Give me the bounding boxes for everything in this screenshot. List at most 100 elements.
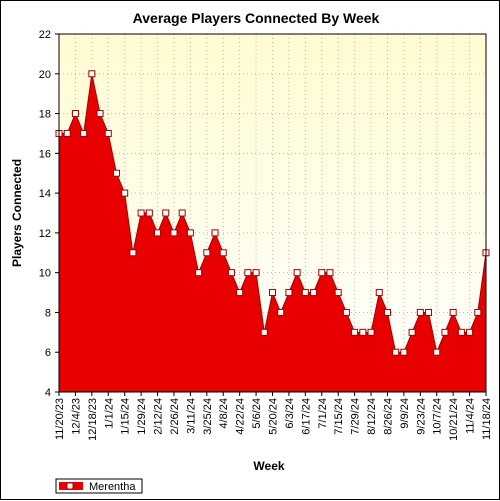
x-tick-label: 1/15/24 bbox=[120, 398, 132, 435]
x-tick-label: 3/25/24 bbox=[202, 398, 214, 435]
y-tick-label: 4 bbox=[45, 387, 51, 399]
data-point bbox=[129, 249, 137, 257]
y-axis-ticks: 4 6 8 10 12 14 16 18 20 22 bbox=[39, 29, 59, 399]
y-tick-label: 22 bbox=[39, 29, 51, 41]
data-point bbox=[301, 289, 309, 297]
data-point bbox=[293, 269, 301, 277]
data-point bbox=[112, 169, 120, 177]
x-tick-label: 5/20/24 bbox=[268, 398, 280, 435]
data-point bbox=[375, 289, 383, 297]
x-tick-label: 12/4/23 bbox=[70, 398, 82, 435]
data-point bbox=[203, 249, 211, 257]
data-point bbox=[416, 308, 424, 316]
x-tick-label: 3/11/24 bbox=[185, 398, 197, 434]
x-tick-label: 1/29/24 bbox=[136, 398, 148, 435]
data-point bbox=[367, 328, 375, 336]
data-point bbox=[285, 289, 293, 297]
data-point bbox=[71, 110, 79, 118]
data-point bbox=[392, 348, 400, 356]
x-tick-label: 1/1/24 bbox=[103, 398, 115, 429]
y-tick-label: 18 bbox=[39, 109, 51, 121]
x-tick-label: 11/4/24 bbox=[465, 398, 477, 434]
data-point bbox=[104, 129, 112, 137]
x-tick-label: 12/18/23 bbox=[87, 398, 99, 441]
y-tick-label: 12 bbox=[39, 228, 51, 240]
data-point bbox=[433, 348, 441, 356]
data-point bbox=[334, 289, 342, 297]
data-point bbox=[88, 70, 96, 78]
y-tick-label: 14 bbox=[39, 188, 51, 200]
data-point bbox=[252, 269, 260, 277]
x-tick-label: 11/20/23 bbox=[54, 398, 66, 440]
data-point bbox=[466, 328, 474, 336]
data-point bbox=[244, 269, 252, 277]
x-tick-label: 10/7/24 bbox=[432, 398, 444, 435]
data-point bbox=[211, 229, 219, 237]
data-point bbox=[383, 308, 391, 316]
data-point bbox=[227, 269, 235, 277]
x-tick-label: 2/26/24 bbox=[169, 398, 181, 435]
series-markers bbox=[55, 70, 490, 356]
data-point bbox=[96, 110, 104, 118]
data-point bbox=[154, 229, 162, 237]
data-point bbox=[474, 308, 482, 316]
data-point bbox=[195, 269, 203, 277]
x-tick-label: 4/22/24 bbox=[235, 398, 247, 435]
data-point bbox=[260, 328, 268, 336]
series-area-merentha bbox=[59, 73, 486, 393]
data-point bbox=[342, 308, 350, 316]
x-tick-label: 9/9/24 bbox=[399, 398, 411, 429]
data-point bbox=[269, 289, 276, 297]
data-point bbox=[359, 328, 367, 336]
data-point bbox=[145, 209, 153, 217]
data-point bbox=[137, 209, 145, 217]
data-point bbox=[351, 328, 359, 336]
data-point bbox=[219, 249, 227, 257]
y-tick-label: 20 bbox=[39, 69, 51, 81]
x-tick-label: 11/18/24 bbox=[481, 398, 493, 440]
data-point bbox=[457, 328, 465, 336]
data-point bbox=[326, 269, 334, 277]
legend: Merentha bbox=[55, 478, 143, 494]
data-point bbox=[425, 308, 433, 316]
y-tick-label: 10 bbox=[39, 268, 51, 280]
x-tick-label: 8/12/24 bbox=[366, 398, 378, 435]
x-tick-label: 6/17/24 bbox=[300, 398, 312, 435]
data-point bbox=[121, 189, 129, 197]
data-point bbox=[449, 308, 457, 316]
x-tick-label: 7/15/24 bbox=[333, 398, 345, 435]
x-axis-label: Week bbox=[253, 459, 284, 473]
data-point bbox=[310, 289, 318, 297]
chart-title: Average Players Connected By Week bbox=[133, 10, 380, 26]
data-point bbox=[408, 328, 416, 336]
x-axis-ticks: 11/20/23 12/4/23 12/18/23 1/1/24 1/15/24 1/29… bbox=[54, 392, 493, 441]
data-point bbox=[170, 229, 178, 237]
x-tick-label: 7/1/24 bbox=[317, 398, 329, 429]
data-point bbox=[63, 129, 71, 137]
y-tick-label: 16 bbox=[39, 148, 51, 160]
x-tick-label: 6/3/24 bbox=[284, 398, 296, 429]
x-tick-label: 9/23/24 bbox=[415, 398, 427, 435]
x-tick-label: 5/6/24 bbox=[251, 398, 263, 429]
data-point bbox=[178, 209, 186, 217]
data-point bbox=[186, 229, 194, 237]
x-tick-label: 8/26/24 bbox=[382, 398, 394, 435]
legend-label-merentha: Merentha bbox=[89, 481, 136, 493]
x-tick-label: 10/21/24 bbox=[448, 398, 460, 441]
x-tick-label: 4/8/24 bbox=[218, 398, 230, 429]
data-point bbox=[441, 328, 449, 336]
data-point bbox=[277, 308, 285, 316]
y-tick-label: 8 bbox=[45, 307, 51, 319]
legend-marker bbox=[66, 482, 74, 490]
data-point bbox=[162, 209, 170, 217]
data-point bbox=[80, 129, 88, 137]
data-point bbox=[236, 289, 244, 297]
data-point bbox=[318, 269, 326, 277]
data-point bbox=[400, 348, 408, 356]
y-axis-label: Players Connected bbox=[10, 159, 24, 267]
x-tick-label: 7/29/24 bbox=[350, 398, 362, 435]
y-tick-label: 6 bbox=[45, 347, 51, 359]
x-tick-label: 2/12/24 bbox=[153, 398, 165, 435]
